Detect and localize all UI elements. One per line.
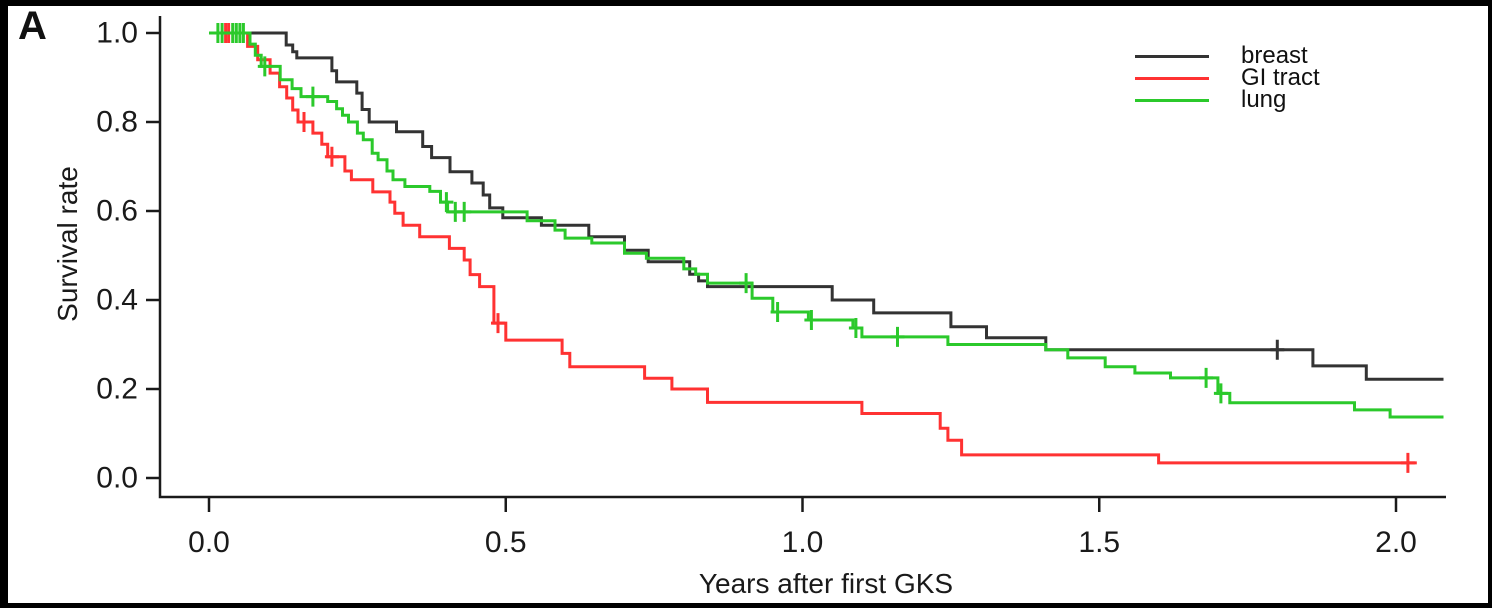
y-tick-label: 0.2 <box>96 373 138 406</box>
censor-mark <box>457 201 472 222</box>
series-path-breast <box>209 31 1444 381</box>
censor-mark <box>770 302 785 322</box>
censor-mark <box>1213 383 1228 404</box>
x-axis-label: Years after first GKS <box>698 568 954 599</box>
legend-item-gi-tract: GI tract <box>1135 64 1320 91</box>
censor-mark <box>739 273 754 294</box>
panel-label: A <box>18 4 47 48</box>
censor-mark <box>1400 452 1415 473</box>
censor-mark <box>439 192 454 213</box>
legend-item-breast: breast <box>1135 42 1320 69</box>
y-tick-label: 0.8 <box>96 106 138 139</box>
x-tick-label: 0.5 <box>485 526 527 559</box>
censor-mark <box>848 318 863 338</box>
censor-mark <box>236 23 251 43</box>
legend-item-lung: lung <box>1135 86 1320 113</box>
axis-lines <box>158 16 1446 499</box>
y-axis-label: Survival rate <box>52 166 83 322</box>
censor-mark <box>297 112 311 132</box>
legend-line-breast <box>1135 54 1209 58</box>
censor-mark <box>491 313 505 334</box>
censor-mark <box>1199 367 1214 388</box>
series-path-lung <box>209 31 1444 419</box>
legend-line-lung <box>1135 98 1209 102</box>
censor-mark <box>890 326 905 347</box>
y-tick-label: 0.6 <box>96 195 138 228</box>
legend: breast GI tract lung <box>1135 42 1320 113</box>
censor-mark <box>305 86 320 107</box>
legend-line-gi-tract <box>1135 76 1209 80</box>
legend-label-gi-tract: GI tract <box>1241 64 1320 91</box>
censor-mark <box>1270 339 1285 360</box>
y-tick-label: 0.0 <box>96 462 138 495</box>
x-tick-label: 1.5 <box>1078 526 1120 559</box>
plot-canvas <box>8 6 1488 603</box>
x-tick-label: 1.0 <box>782 526 824 559</box>
series-path-gi-tract <box>209 31 1417 465</box>
censor-mark <box>257 56 272 77</box>
censor-mark <box>324 146 339 167</box>
censor-mark <box>804 310 819 330</box>
legend-label-breast: breast <box>1241 42 1308 69</box>
x-tick-label: 0.0 <box>188 526 230 559</box>
y-tick-label: 1.0 <box>96 17 138 50</box>
y-tick-label: 0.4 <box>96 284 138 317</box>
x-tick-label: 2.0 <box>1375 526 1417 559</box>
legend-label-lung: lung <box>1241 86 1287 113</box>
